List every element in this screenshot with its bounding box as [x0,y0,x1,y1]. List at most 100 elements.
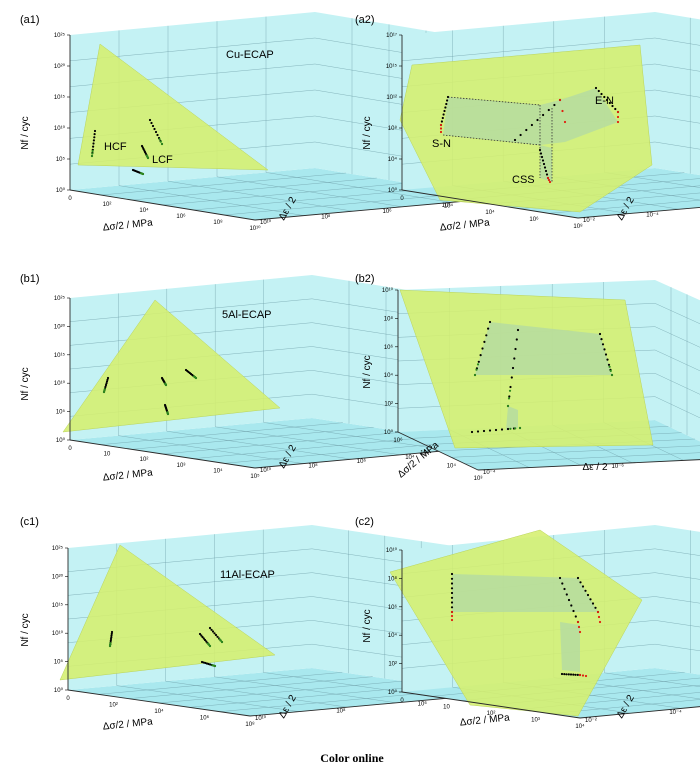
y-tick-label: 10⁴ [405,454,415,461]
data-point-black [216,635,219,638]
chart-panel-6: 10⁰10²10⁴10⁶10⁸10¹⁰01010²10³10⁴10⁻²10⁻⁴1… [355,516,700,730]
x-tick-label: 10⁴ [485,209,495,216]
x-tick-label: 0 [400,196,404,202]
data-point-black [201,635,204,639]
data-point-green [473,373,477,377]
data-point-green [141,172,145,176]
x-tick-label: 10¹⁰ [249,225,261,232]
data-point-black [570,604,573,607]
data-point-black [110,634,113,637]
y-tick-label: 10⁴ [444,203,454,210]
data-point-black [476,430,480,433]
z-tick-label: 10¹⁰ [54,380,66,387]
data-point-black [542,162,546,166]
x-tick-label: 10⁶ [176,213,186,220]
y-tick-label: 10⁻⁴ [483,469,496,476]
panel-label: (c2) [355,516,374,528]
data-point-black [539,152,543,155]
data-point-green [108,644,112,648]
data-point-black [597,89,600,93]
z-tick-label: 10⁶ [388,604,398,611]
y-axis-label: Δε / 2 [582,462,607,473]
data-point-black [93,133,96,136]
data-point-black [581,585,585,588]
data-point-black [603,348,606,351]
data-point-black [483,340,486,343]
x-tick-label: 10⁶ [529,216,539,223]
grid-line [100,422,343,445]
data-point-black [450,587,454,590]
data-point-black [541,159,545,162]
x-axis-label: Δσ/2 / MPa [102,467,153,483]
data-point-red [596,610,600,614]
grid-line [654,349,700,372]
z-tick-label: 10¹⁵ [52,602,64,609]
z-tick-label: 10¹⁷ [386,32,397,39]
grid-line [654,141,700,150]
z-axis-label: Nf / cyc [20,116,31,149]
data-point-black [488,429,492,432]
y-tick-label: 10⁶ [357,458,367,465]
box-wall-back [655,280,700,442]
data-point-green [91,152,94,155]
y-tick-label: 10⁸ [321,214,331,221]
data-point-red [577,625,581,629]
data-point-black [154,130,158,134]
data-point-red [547,178,551,182]
data-point-green [158,138,161,141]
data-point-red [578,673,582,677]
data-point-black [445,102,448,106]
grid-line [98,672,343,695]
data-point-black [567,598,571,602]
z-tick-label: 10² [384,402,393,408]
grid-line [604,672,700,688]
grid-line [654,303,700,325]
data-point-black [614,107,617,111]
data-point-black [450,577,454,580]
z-tick-label: 10⁰ [56,187,66,194]
x-tick-label: 10⁴ [213,467,223,474]
data-point-black [509,385,512,389]
projection-line [447,96,541,106]
data-point-black [574,615,577,618]
grid-line [216,176,403,208]
data-point-black [110,632,113,635]
z-tick-label: 10⁵ [56,409,66,416]
data-point-black [600,92,603,96]
z-axis-label: Nf / cyc [20,367,31,400]
grid-line [215,426,401,456]
data-point-red [439,123,443,127]
data-point-black [205,640,208,643]
data-point-green [220,640,224,644]
data-point-black [594,606,597,609]
data-point-black [607,363,611,366]
data-point-black [481,347,484,350]
grid-line [654,572,700,580]
z-tick-label: 10⁸ [388,125,398,132]
data-point-red [581,674,585,677]
data-point-black [104,385,107,388]
grid-line [654,37,700,46]
z-tick-label: 10⁰ [388,689,398,696]
data-point-black [477,360,480,363]
grid-line [654,548,700,556]
y-tick-label: 10⁶ [418,700,428,707]
data-point-black [561,582,564,585]
data-point-black [214,633,218,637]
y-axis [577,206,700,219]
data-point-black [553,103,556,107]
data-point-green [194,376,198,380]
x-tick-label: 10³ [474,476,483,482]
data-point-black [572,673,575,676]
grid-line [162,431,405,455]
data-point-black [105,382,108,385]
data-point-black [589,598,592,601]
z-tick-label: 10⁵ [56,156,66,163]
box-wall-back [655,525,700,675]
data-point-black [525,128,528,132]
projection-line [442,134,541,146]
data-point-black [572,609,575,613]
data-point-green [166,412,170,416]
data-point-black [543,166,547,169]
data-point-red [563,120,567,124]
